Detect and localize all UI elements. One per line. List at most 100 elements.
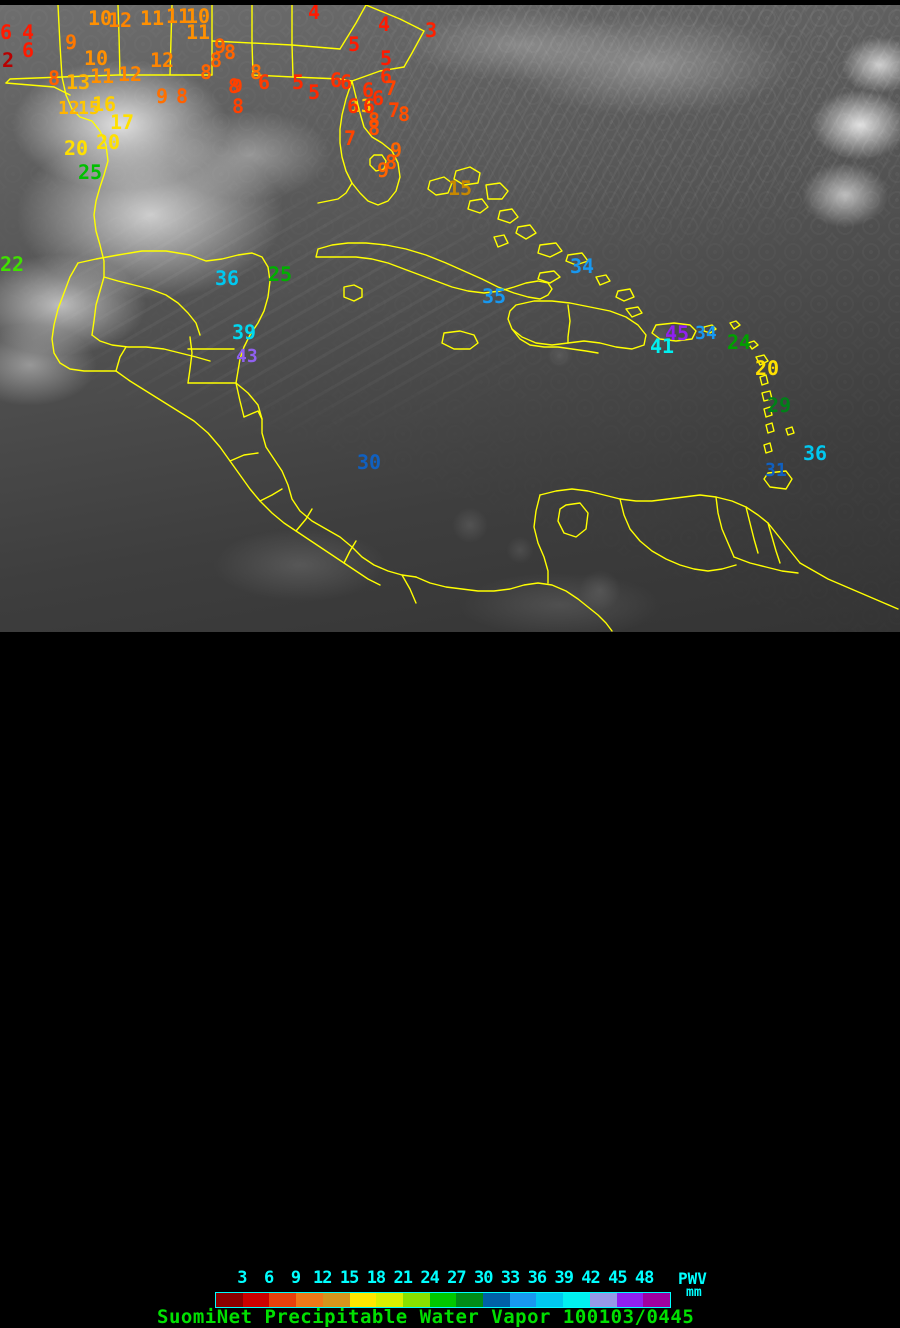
border-ca-5 [295,508,313,532]
border-ca-6 [343,540,357,564]
colorbar-segment-8 [429,1293,457,1307]
pwv-station-value: 16 [92,92,117,116]
satellite-pwv-viewer: 4 6 6 2 9 10 8 13 11 12 10 12 11 11 10 11 12 9 8 12 15 16 17 9 8… [0,5,900,1328]
pwv-station-value: 24 [727,330,752,354]
pwv-station-value: 34 [695,323,717,344]
island-stlucia [763,406,773,418]
pwv-station-value: 8 [250,60,263,84]
colorbar-tick-33: 33 [500,1268,521,1288]
pwv-station-value: 11 [90,64,115,88]
pwv-station-value: 6 [22,38,35,62]
colorbar-segment-2 [269,1293,297,1307]
pwv-station-value: 10 [186,5,211,28]
border-venezuela-colombia [533,494,549,584]
colorbar-tick-36: 36 [527,1268,548,1288]
legend-footer: 3 6 9 12 15 18 21 24 27 30 33 36 39 42 45 48 PWV mm Suo… [0,632,900,1328]
colorbar-tick-21: 21 [393,1268,414,1288]
colorbar-tick-48: 48 [634,1268,655,1288]
pwv-station-value: 8 [398,102,411,126]
colorbar-segment-5 [349,1293,377,1307]
colorbar-segment-9 [456,1293,484,1307]
border-ca-4 [259,488,283,502]
island-bahamas-5 [497,208,519,224]
colorbar-segment-1 [242,1293,270,1307]
pwv-station-value: 8 [368,116,381,140]
colorbar-tick-45: 45 [608,1268,628,1288]
colorbar-tick-labels: 3 6 9 12 15 18 21 24 27 30 33 36 39 42 45 48 [0,1268,900,1288]
colorbar-tick-27: 27 [447,1268,467,1288]
map-vector-overlay [5,5,899,632]
pwv-station-value: 15 [78,98,100,119]
pwv-station-value: 6 [330,68,343,92]
pwv-station-value: 9 [65,30,78,54]
border-ca-3 [229,452,259,462]
pwv-station-value: 6 [0,20,13,44]
coast-florida [339,80,401,206]
coast-venezuela-north [539,488,801,564]
pwv-station-value: 6 [258,70,271,94]
pwv-station-value: 9 [232,76,243,97]
border-venezuela-brazil [733,556,799,574]
pwv-station-value: 34 [570,254,595,278]
border-mexico-states-1 [115,346,127,372]
pwv-station-value: 10 [84,46,109,70]
pwv-station-value: 4 [308,5,321,24]
product-caption: SuomiNet Precipitable Water Vapor 100103… [157,1306,695,1328]
coast-gulf-mexico [103,276,201,336]
coast-florida-keys [317,182,353,204]
pwv-station-value: 9 [156,84,169,108]
coast-yucatan [77,250,271,384]
pwv-station-value: 8 [232,94,245,118]
satellite-image-panel: 4 6 6 2 9 10 8 13 11 12 10 12 11 11 10 11 12 9 8 12 15 16 17 9 8… [0,5,900,632]
colorbar-tick-39: 39 [554,1268,574,1288]
island-bahamas-11 [615,288,635,302]
colorbar-segment-16 [643,1293,670,1307]
border-guyana-suriname [745,506,759,554]
island-bahamas-10 [565,252,589,266]
river-orinoco [619,498,737,572]
border-suriname-fg [767,522,781,564]
pwv-station-value: 11 [186,20,211,44]
border-usa-sc [339,5,367,50]
colorbar-segment-0 [216,1293,243,1307]
pwv-station-value: 13 [66,70,91,94]
pwv-station-value: 22 [0,252,25,276]
cirrus-streak-layer [0,5,900,632]
island-stvincent [765,422,775,434]
border-usa-nc [365,5,425,32]
pwv-station-value: 5 [292,70,305,94]
pwv-station-value: 29 [767,393,792,417]
island-bahamas-12 [625,306,643,318]
pwv-station-value: 35 [482,284,507,308]
colorbar-segment-14 [589,1293,617,1307]
pwv-station-value: 36 [215,266,240,290]
pwv-station-value: 5 [308,80,321,104]
pwv-station-value: 12 [108,8,133,32]
pwv-station-value: 8 [228,74,241,98]
pwv-station-value: 11 [166,5,191,28]
pwv-station-value: 15 [448,176,473,200]
pwv-station-value: 20 [64,136,89,160]
island-dominica [759,374,769,386]
island-grenada [763,442,773,454]
colorbar-tick-12: 12 [313,1268,333,1288]
pwv-units-mm-label: mm [686,1285,702,1300]
colorbar-segment-12 [536,1293,564,1307]
island-bahamas-2 [453,166,481,186]
pwv-station-value: 6 [372,86,385,110]
pwv-station-value: 6 [362,78,375,102]
island-bahamas-4 [467,198,489,214]
coast-mexico-east [91,334,211,362]
pwv-station-value: 8 [200,60,213,84]
pwv-station-value: 7 [344,126,357,150]
pwv-station-value: 6 [363,94,376,118]
border-usa-fl-north [351,66,405,82]
colorbar-segment-11 [509,1293,537,1307]
pwv-station-value: 43 [236,346,258,367]
colorbar-tick-24: 24 [420,1268,440,1288]
border-panama-colombia [401,574,417,604]
pwv-station-value: 31 [765,460,787,481]
coast-south-america [415,576,613,632]
island-trinidad [763,470,793,490]
island-turks [595,274,611,286]
